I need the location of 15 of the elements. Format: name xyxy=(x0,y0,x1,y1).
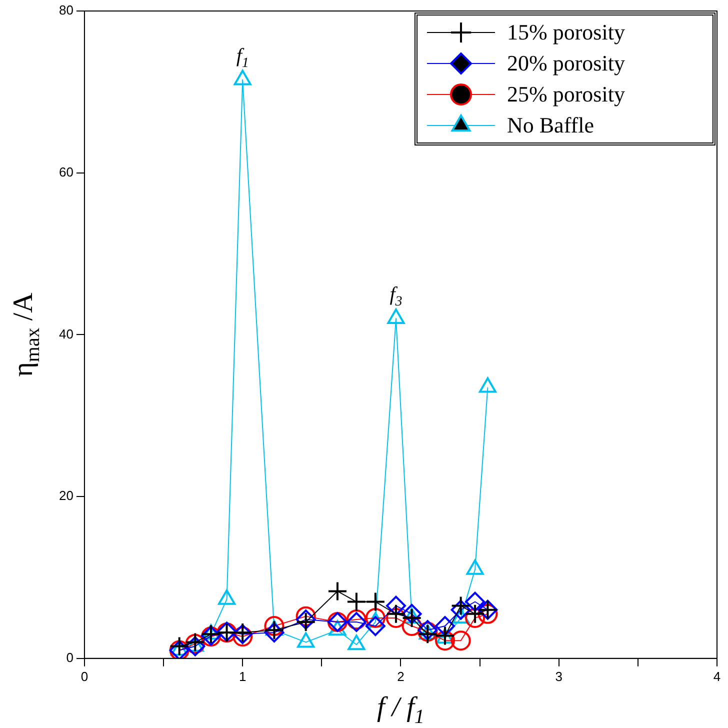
x-tick-label: 4 xyxy=(713,668,721,684)
x-tick-label: 0 xyxy=(80,668,88,684)
legend-label: 20% porosity xyxy=(507,50,625,76)
y-tick-label: 20 xyxy=(58,488,74,504)
y-tick-label: 40 xyxy=(58,326,74,342)
legend-label: 15% porosity xyxy=(507,19,625,44)
y-tick-label: 80 xyxy=(58,2,74,18)
x-tick-label: 1 xyxy=(238,668,246,684)
y-tick-label: 60 xyxy=(58,164,74,180)
x-tick-label: 3 xyxy=(555,668,562,684)
x-tick-label: 2 xyxy=(397,668,404,684)
y-tick-label: 0 xyxy=(66,650,74,665)
y-axis-title: ηmax /A xyxy=(8,292,44,377)
legend-label: 25% porosity xyxy=(507,81,625,106)
legend-label: No Baffle xyxy=(507,112,594,138)
